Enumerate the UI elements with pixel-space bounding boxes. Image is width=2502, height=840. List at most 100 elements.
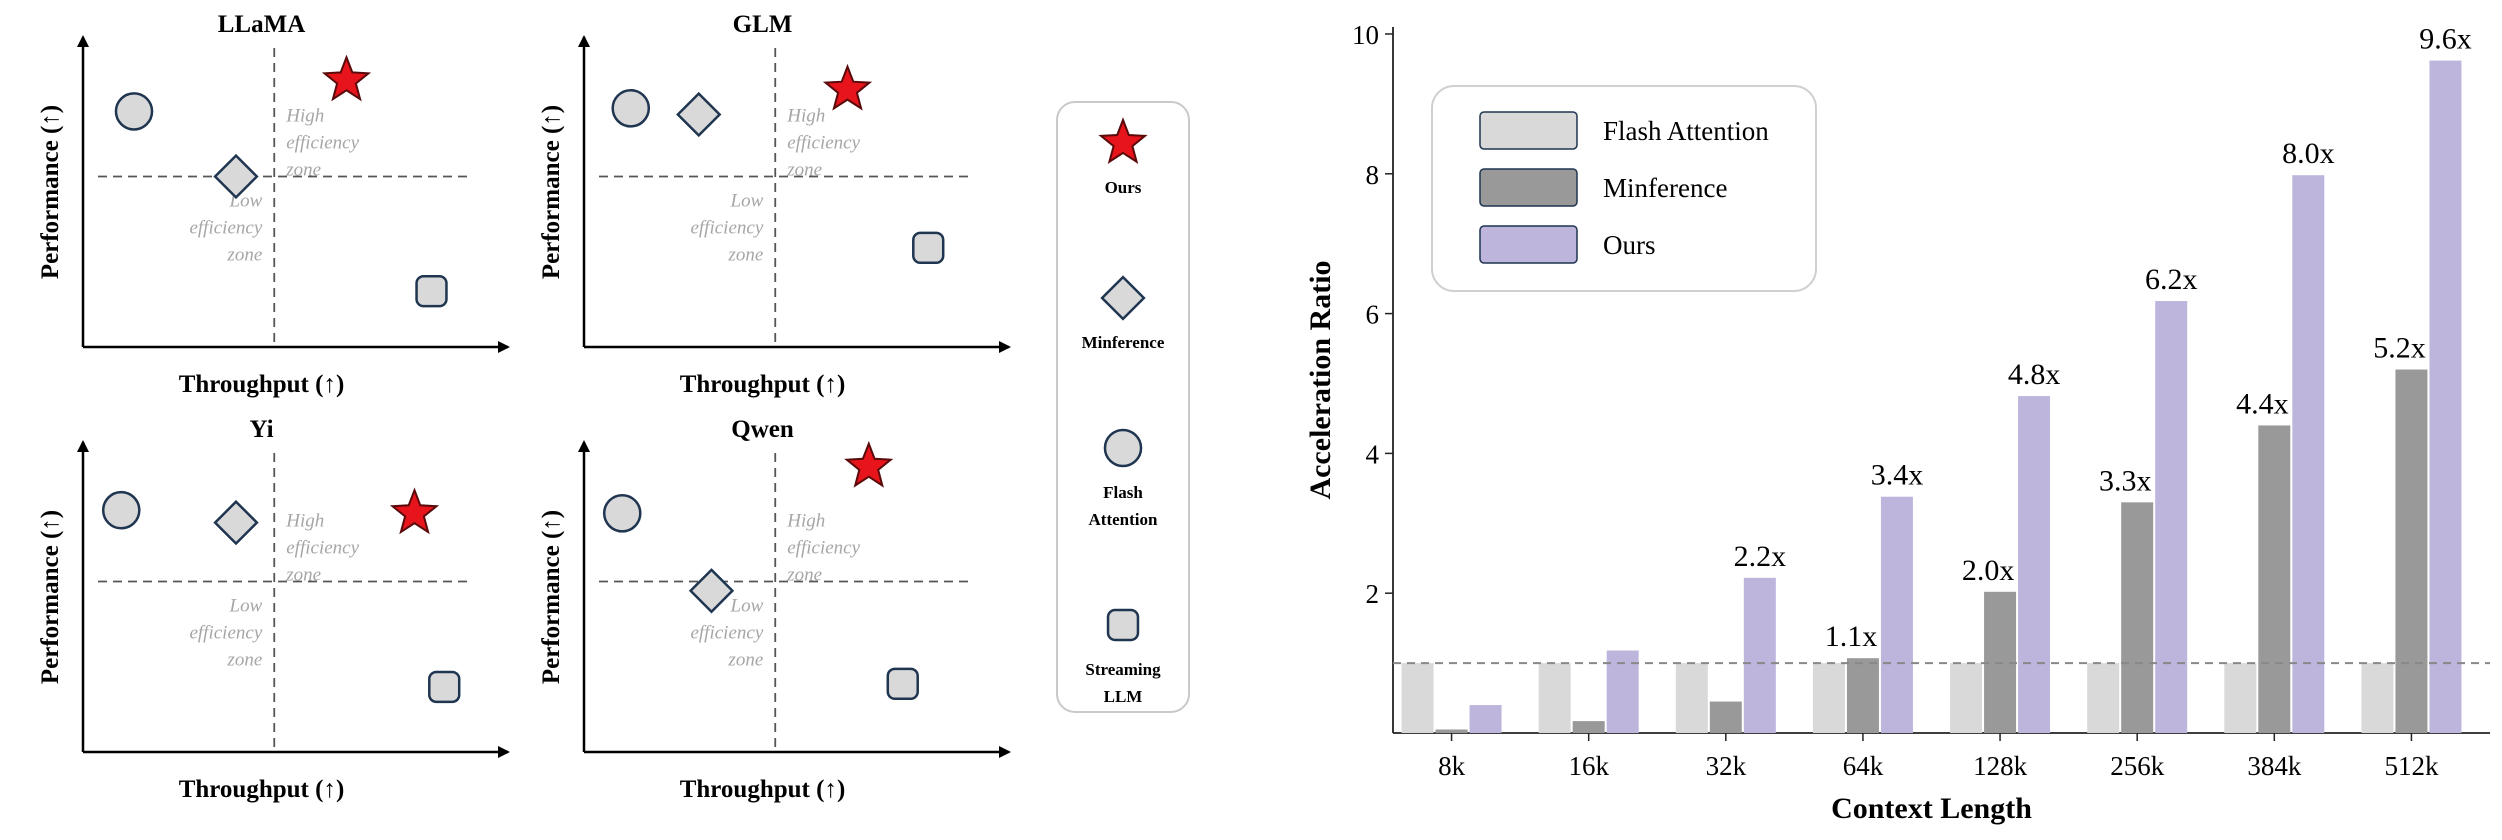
- legend-label-ours: Ours: [1603, 230, 1656, 260]
- high-efficiency-zone-label: efficiency: [286, 538, 359, 559]
- bar-flash-attention: [2224, 663, 2257, 733]
- bar-flash-attention: [1538, 663, 1571, 733]
- legend-flash-label: Attention: [1089, 510, 1158, 529]
- y-axis-label: Performance (↑): [37, 105, 64, 279]
- streaming-marker: [912, 231, 945, 265]
- x-tick-label: 384k: [2247, 751, 2302, 781]
- x-tick-label: 16k: [1568, 751, 1609, 781]
- x-axis-label: Throughput (↑): [179, 371, 345, 398]
- y-axis-label: Performance (↑): [37, 510, 64, 684]
- legend-flash-label: Flash: [1103, 483, 1143, 502]
- high-efficiency-zone-label: efficiency: [286, 133, 359, 154]
- high-efficiency-zone-label: High: [786, 106, 825, 127]
- low-efficiency-zone-label: Low: [229, 596, 263, 617]
- streaming-marker: [428, 670, 461, 704]
- flash-marker: [602, 494, 642, 533]
- y-axis-label: Performance (↑): [538, 105, 565, 279]
- bar-ours: [1606, 650, 1639, 733]
- x-axis-label: Throughput (↑): [680, 371, 846, 398]
- quadrant-figure: LLaMA Throughput (↑) Performance (↑) High ef…: [37, 11, 1190, 803]
- bar-minference: [1846, 658, 1879, 733]
- bar-ours: [1469, 705, 1502, 733]
- y-axis-title: Acceleration Ratio: [1304, 260, 1337, 499]
- panel-title: GLM: [733, 11, 793, 38]
- high-efficiency-zone-label: High: [285, 511, 324, 532]
- flash-marker: [611, 89, 651, 128]
- bar-ours: [2292, 175, 2325, 734]
- bar-flash-attention: [2361, 663, 2394, 733]
- x-tick-label: 64k: [1843, 751, 1884, 781]
- low-efficiency-zone-label: efficiency: [690, 218, 763, 239]
- x-tick-label: 128k: [1973, 751, 2028, 781]
- x-axis-label: Throughput (↑): [680, 776, 846, 803]
- legend-minference-marker: [1100, 275, 1146, 321]
- y-axis-label: Performance (↑): [538, 510, 565, 684]
- bar-value-label: 3.4x: [1871, 459, 1924, 492]
- bar-ours: [1880, 496, 1913, 733]
- legend-swatch-flash-attention: [1479, 111, 1578, 150]
- bar-minference: [1572, 721, 1605, 733]
- quadrant-panel-qwen: Qwen Throughput (↑) Performance (↑) High eff…: [538, 416, 1011, 803]
- high-efficiency-zone-label: High: [786, 511, 825, 532]
- y-tick-label: 10: [1352, 20, 1379, 50]
- legend-streaming-label: LLM: [1104, 687, 1143, 706]
- marker-legend-frame: [1056, 101, 1190, 713]
- legend-label-minference: Minference: [1603, 173, 1727, 203]
- ours-marker: [822, 63, 873, 111]
- minference-marker: [676, 91, 722, 138]
- quadrant-panel-yi: Yi Throughput (↑) Performance (↑) High effic…: [37, 416, 510, 803]
- bar-value-label: 3.3x: [2099, 464, 2152, 497]
- low-efficiency-zone-label: efficiency: [189, 218, 262, 239]
- low-efficiency-zone-label: Low: [730, 191, 764, 212]
- bar-minference: [2395, 369, 2428, 733]
- minference-marker: [688, 568, 735, 614]
- y-tick-label: 4: [1366, 439, 1380, 469]
- minference-marker: [213, 499, 259, 546]
- bar-value-label: 2.0x: [1962, 554, 2015, 587]
- high-efficiency-zone-label: efficiency: [787, 538, 860, 559]
- panel-title: LLaMA: [218, 11, 306, 38]
- flash-marker: [101, 490, 141, 530]
- high-efficiency-zone-label: High: [285, 106, 324, 127]
- streaming-marker: [886, 667, 919, 701]
- legend-ours-marker: [1098, 117, 1148, 164]
- y-tick-label: 6: [1366, 300, 1380, 330]
- bar-value-label: 5.2x: [2373, 332, 2426, 365]
- high-efficiency-zone-label: zone: [285, 160, 321, 181]
- high-efficiency-zone-label: efficiency: [787, 133, 860, 154]
- bar-flash-attention: [2087, 663, 2120, 733]
- bar-legend: Flash Attention Minference Ours: [1431, 85, 1817, 292]
- x-tick-label: 32k: [1706, 751, 1747, 781]
- bar-ours: [2018, 396, 2051, 733]
- minference-marker: [213, 153, 259, 200]
- bar-value-label: 4.4x: [2236, 387, 2289, 420]
- ours-marker: [389, 487, 440, 535]
- x-tick-label: 256k: [2110, 751, 2165, 781]
- high-efficiency-zone-label: zone: [786, 160, 822, 181]
- y-tick-label: 8: [1366, 160, 1380, 190]
- bar-value-label: 4.8x: [2008, 358, 2061, 391]
- legend-streaming-marker: [1106, 608, 1140, 642]
- x-axis-title: Context Length: [1831, 792, 2032, 825]
- y-tick-label: 2: [1366, 579, 1380, 609]
- low-efficiency-zone-label: zone: [727, 245, 763, 266]
- bar-minference: [2121, 502, 2154, 733]
- streaming-marker: [415, 274, 448, 308]
- flash-marker: [114, 92, 154, 131]
- bar-ours: [2429, 60, 2462, 733]
- x-tick-label: 8k: [1438, 751, 1466, 781]
- bar-flash-attention: [1812, 663, 1845, 733]
- bar-legend-frame: [1431, 85, 1817, 292]
- legend-flash-marker: [1103, 428, 1143, 468]
- bar-minference: [2258, 425, 2291, 733]
- bar-value-label: 9.6x: [2419, 23, 2472, 56]
- low-efficiency-zone-label: zone: [727, 650, 763, 671]
- legend-swatch-minference: [1479, 168, 1578, 207]
- bar-value-label: 6.2x: [2145, 263, 2198, 296]
- bar-flash-attention: [1675, 663, 1708, 733]
- low-efficiency-zone-label: zone: [226, 245, 262, 266]
- low-efficiency-zone-label: zone: [226, 650, 262, 671]
- bar-ours: [2155, 301, 2188, 733]
- legend-ours-label: Ours: [1105, 178, 1142, 197]
- legend-streaming-label: Streaming: [1085, 660, 1161, 679]
